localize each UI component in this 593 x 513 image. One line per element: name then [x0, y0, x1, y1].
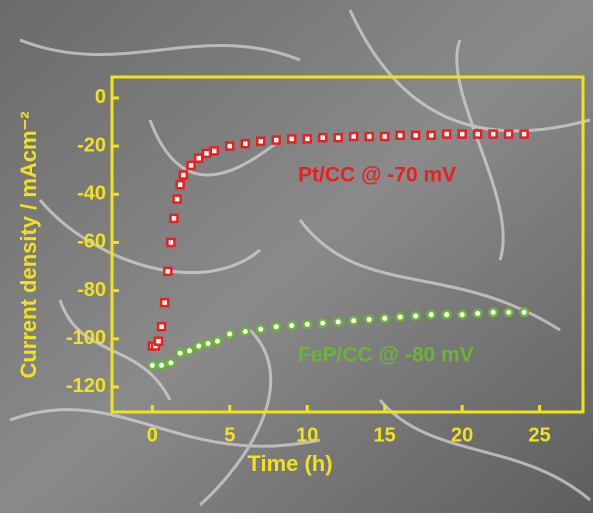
data-point [381, 133, 388, 140]
x-tick-label: 10 [296, 424, 318, 446]
data-point [148, 361, 156, 369]
data-point [167, 239, 174, 246]
data-point [161, 299, 168, 306]
data-point [334, 318, 342, 326]
data-point [520, 308, 528, 316]
data-point [158, 361, 166, 369]
data-point [350, 317, 358, 325]
data-point [319, 319, 327, 327]
data-point [257, 138, 264, 145]
y-tick-label: -40 [77, 183, 106, 205]
data-point [226, 143, 233, 150]
data-point [443, 131, 450, 138]
data-point [412, 132, 419, 139]
data-point [365, 316, 373, 324]
data-point [490, 131, 497, 138]
x-tick-label: 0 [147, 424, 158, 446]
data-point [335, 134, 342, 141]
data-point [350, 133, 357, 140]
data-point [443, 311, 451, 319]
data-point [211, 147, 218, 154]
data-point [272, 323, 280, 331]
chart: Time (h) Current density / mAcm⁻² 0 5 10 15… [0, 0, 593, 513]
data-point [195, 342, 203, 350]
data-point [203, 150, 210, 157]
data-point [180, 172, 187, 179]
data-point [505, 131, 512, 138]
data-point [458, 311, 466, 319]
data-point [177, 181, 184, 188]
data-point [174, 196, 181, 203]
data-point [241, 328, 249, 336]
data-point [155, 338, 162, 345]
data-point [288, 322, 296, 330]
series-label: Pt/CC @ -70 mV [298, 164, 456, 187]
data-point [474, 310, 482, 318]
data-point [396, 313, 404, 321]
data-point [257, 325, 265, 333]
data-point [170, 215, 177, 222]
data-point [303, 321, 311, 329]
data-point [521, 131, 528, 138]
data-point [188, 162, 195, 169]
data-point [288, 135, 295, 142]
x-tick-label: 15 [374, 424, 396, 446]
y-tick-label: 0 [95, 86, 106, 108]
data-point [381, 315, 389, 323]
data-point [204, 340, 212, 348]
data-point [164, 268, 171, 275]
series-label: FeP/CC @ -80 mV [298, 344, 474, 367]
y-tick-label: -80 [77, 279, 106, 301]
data-point [214, 337, 222, 345]
data-point [273, 137, 280, 144]
data-point [366, 133, 373, 140]
data-point [176, 349, 184, 357]
data-point [226, 330, 234, 338]
data-point [474, 131, 481, 138]
y-tick-label: -120 [66, 375, 106, 397]
data-point [167, 359, 175, 367]
data-point [242, 140, 249, 147]
data-point [505, 308, 513, 316]
x-axis-label: Time (h) [247, 451, 332, 476]
x-tick-label: 20 [451, 424, 473, 446]
data-point [397, 132, 404, 139]
data-point [195, 155, 202, 162]
page: {"chart_data": {"type": "scatter", "xlab… [0, 0, 593, 513]
x-tick-label: 25 [528, 424, 550, 446]
data-point [319, 134, 326, 141]
data-point [427, 311, 435, 319]
y-tick-label: -60 [77, 231, 106, 253]
x-tick-label: 5 [224, 424, 235, 446]
data-point [412, 312, 420, 320]
data-point [428, 132, 435, 139]
data-point [186, 347, 194, 355]
y-axis-label: Current density / mAcm⁻² [16, 111, 41, 378]
data-point [489, 308, 497, 316]
data-point [158, 323, 165, 330]
data-point [304, 135, 311, 142]
y-tick-label: -20 [77, 134, 106, 156]
data-point [459, 131, 466, 138]
y-tick-label: -100 [66, 327, 106, 349]
